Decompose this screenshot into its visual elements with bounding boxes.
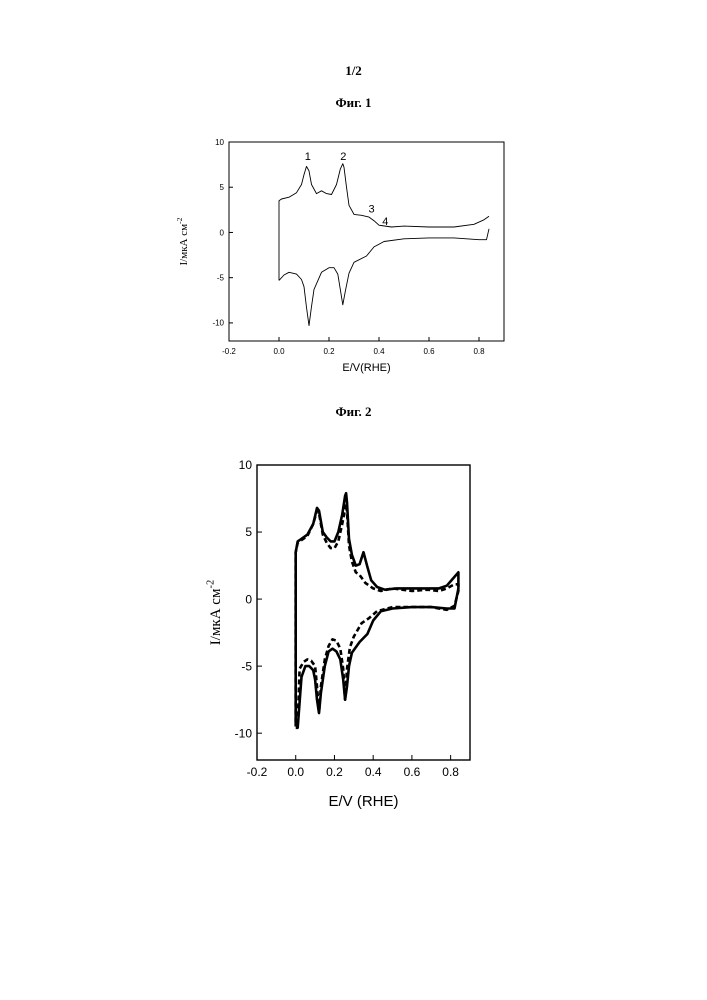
y-tick-label: 10 xyxy=(239,458,253,472)
x-tick-label: 0.2 xyxy=(326,765,343,779)
y-tick-label: -5 xyxy=(241,659,252,673)
plot-frame xyxy=(257,465,470,760)
y-tick-label: 0 xyxy=(245,592,252,606)
y-axis-label: I/мкА см-2 xyxy=(205,580,224,645)
x-tick-label: 0.6 xyxy=(404,765,421,779)
y-tick-label: -10 xyxy=(235,726,253,740)
x-tick-label: -0.2 xyxy=(247,765,268,779)
x-tick-label: 0.4 xyxy=(365,765,382,779)
x-tick-label: 0.8 xyxy=(442,765,459,779)
x-axis-label: E/V (RHE) xyxy=(328,793,398,810)
y-tick-label: 5 xyxy=(245,525,252,539)
x-tick-label: 0.0 xyxy=(287,765,304,779)
